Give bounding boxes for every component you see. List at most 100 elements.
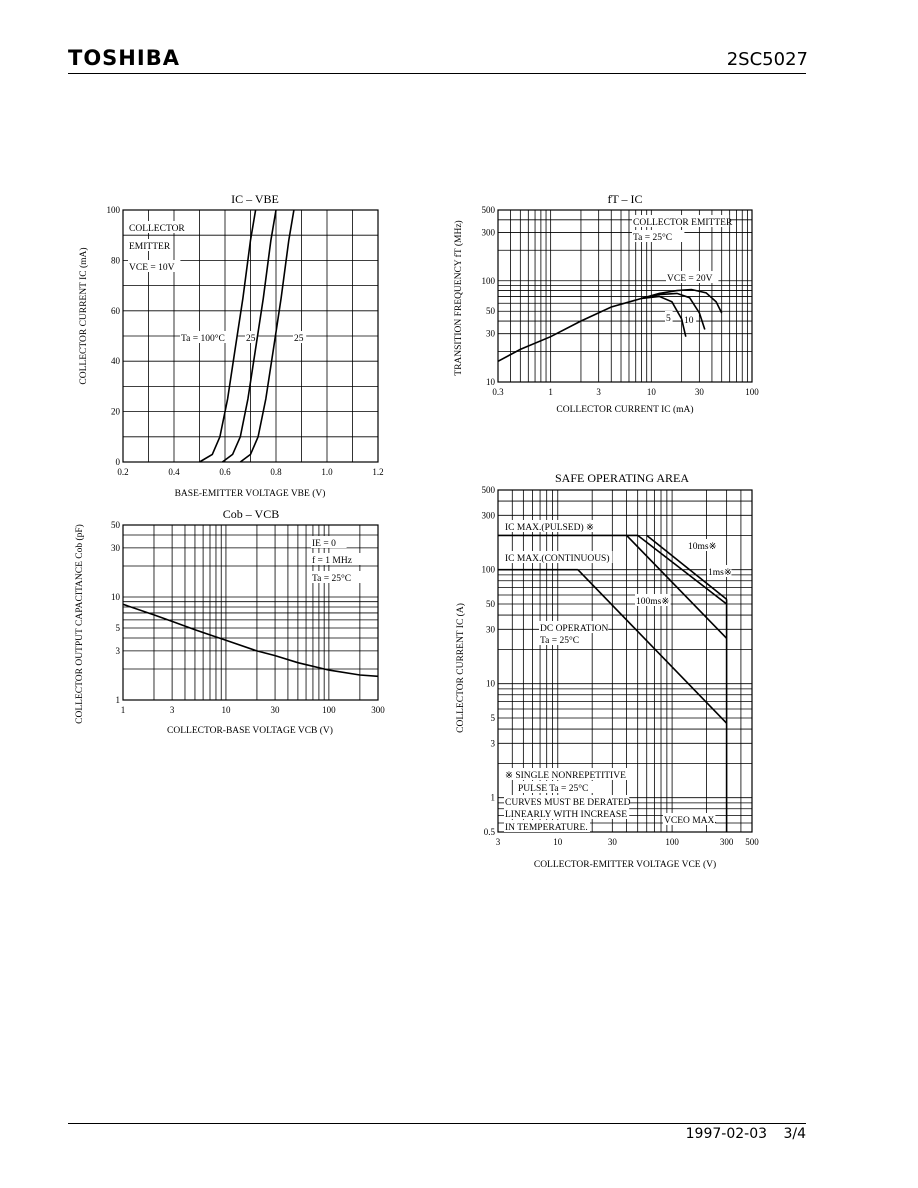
x-tick-label: 100 [665, 837, 679, 847]
y-tick-label: 100 [482, 565, 496, 575]
y-tick-label: 20 [111, 407, 121, 417]
y-tick-label: 60 [111, 306, 121, 316]
series-line [626, 534, 728, 639]
x-tick-label: 100 [745, 387, 759, 397]
series-line [646, 534, 728, 600]
annotation-bg [504, 520, 602, 532]
plot-frame [497, 489, 753, 833]
annotation-label: IC MAX.(PULSED) ※ [505, 522, 594, 533]
x-tick-label: 10 [647, 387, 657, 397]
y-tick-label: 100 [107, 205, 121, 215]
y-axis-label: COLLECTOR CURRENT IC (A) [455, 603, 466, 733]
y-tick-label: 30 [111, 543, 121, 553]
y-tick-label: 50 [486, 306, 496, 316]
annotation-label: Ta = 100°C [181, 333, 225, 344]
y-tick-label: 500 [482, 485, 496, 495]
footer-page: 3/4 [783, 1126, 806, 1142]
x-tick-label: 1 [121, 705, 126, 715]
series-line [577, 569, 728, 724]
chart-ft-ic: 0.3 1 3 10 30 100 10 30 50 100 300 500 fT – IC COLLEC… [453, 192, 759, 415]
annotation-bg [632, 230, 685, 242]
series-line [641, 288, 723, 314]
y-tick-label: 300 [482, 227, 496, 237]
y-tick-label: 100 [482, 276, 496, 286]
x-axis-label: BASE-EMITTER VOLTAGE VBE (V) [175, 488, 326, 499]
annotation-bg [311, 571, 364, 583]
annotation-bg [128, 260, 181, 272]
footer-date: 1997-02-03 [685, 1126, 768, 1142]
x-axis-label: COLLECTOR-EMITTER VOLTAGE VCE (V) [534, 859, 716, 870]
y-tick-label: 500 [482, 205, 496, 215]
y-tick-label: 300 [482, 510, 496, 520]
x-tick-label: 0.8 [270, 467, 282, 477]
annotation-bg [539, 633, 592, 645]
x-tick-label: 300 [720, 837, 734, 847]
annotation-label: 25 [246, 334, 256, 344]
annotation-bg [666, 271, 719, 283]
x-tick-label: 1 [548, 387, 553, 397]
annotation-label: CURVES MUST BE DERATED [505, 798, 631, 808]
annotation-bg [293, 331, 307, 343]
annotation-bg [687, 539, 717, 551]
x-tick-label: 1.2 [372, 467, 383, 477]
chart-title: IC – VBE [231, 192, 279, 206]
y-tick-label: 10 [486, 377, 496, 387]
annotation-bg [635, 594, 671, 606]
header-rule [68, 73, 806, 74]
chart-soa: 3 10 30 100 300 500 0.5 1 3 5 10 30 50 100 300 500 SAFE … [455, 471, 759, 870]
annotation-bg [517, 781, 609, 793]
annotation-bg [504, 820, 590, 832]
y-tick-label: 80 [111, 255, 121, 265]
y-axis-label: COLLECTOR CURRENT IC (mA) [78, 247, 89, 384]
annotation-label: IC MAX.(CONTINUOUS) [505, 553, 610, 564]
series-line [239, 209, 295, 463]
y-tick-label: 50 [111, 520, 121, 530]
x-tick-label: 10 [221, 705, 231, 715]
annotation-label: IE = 0 [312, 539, 336, 549]
footer-rule [68, 1123, 806, 1124]
plot-frame [122, 209, 379, 463]
annotation-bg [707, 565, 732, 577]
annotation-label: COLLECTOR [129, 224, 185, 234]
x-tick-label: 1.0 [321, 467, 333, 477]
annotation-label: 25 [294, 334, 304, 344]
annotation-bg [665, 311, 673, 323]
annotation-label: Ta = 25°C [540, 635, 579, 646]
y-tick-label: 5 [116, 623, 121, 633]
annotation-label: ※ SINGLE NONREPETITIVE [505, 771, 626, 781]
annotation-bg [128, 221, 181, 233]
x-tick-label: 30 [608, 837, 618, 847]
annotation-bg [683, 313, 697, 325]
annotation-label: LINEARLY WITH INCREASE [505, 810, 627, 820]
annotation-bg [180, 331, 238, 343]
y-tick-label: 0.5 [484, 827, 496, 837]
chart-title: Cob – VCB [223, 507, 279, 521]
brand-logo: TOSHIBA [68, 46, 180, 70]
series-line [122, 603, 379, 678]
y-tick-label: 3 [491, 738, 496, 748]
annotation-label: PULSE Ta = 25°C [518, 783, 588, 794]
annotation-label: 10 [684, 316, 694, 326]
annotation-label: COLLECTOR EMITTER [633, 218, 733, 228]
annotation-bg [504, 768, 630, 780]
annotation-bg [663, 813, 716, 825]
annotation-label: Ta = 25°C [312, 573, 351, 584]
chart-cob-vcb: 1 3 10 30 100 300 1 3 5 10 30 50 Cob – VCB COLLECTOR-… [74, 507, 385, 736]
y-tick-label: 0 [116, 457, 121, 467]
x-axis-label: COLLECTOR-BASE VOLTAGE VCB (V) [167, 725, 333, 736]
x-tick-label: 0.4 [168, 467, 180, 477]
series-line [637, 534, 728, 605]
y-tick-label: 1 [116, 695, 121, 705]
annotation-label: IN TEMPERATURE. [505, 823, 588, 833]
part-number: 2SC5027 [726, 49, 808, 70]
y-axis-label: TRANSITION FREQUENCY fT (MHz) [453, 220, 464, 375]
annotation-label: Ta = 25°C [633, 232, 672, 243]
plot-frame [122, 524, 379, 701]
x-tick-label: 500 [745, 837, 759, 847]
x-tick-label: 3 [496, 837, 501, 847]
x-tick-label: 300 [371, 705, 385, 715]
footer: 1997-02-03 3/4 [686, 1126, 806, 1142]
y-tick-label: 10 [111, 592, 121, 602]
y-tick-label: 40 [111, 356, 121, 366]
x-axis-label: COLLECTOR CURRENT IC (mA) [556, 404, 693, 415]
